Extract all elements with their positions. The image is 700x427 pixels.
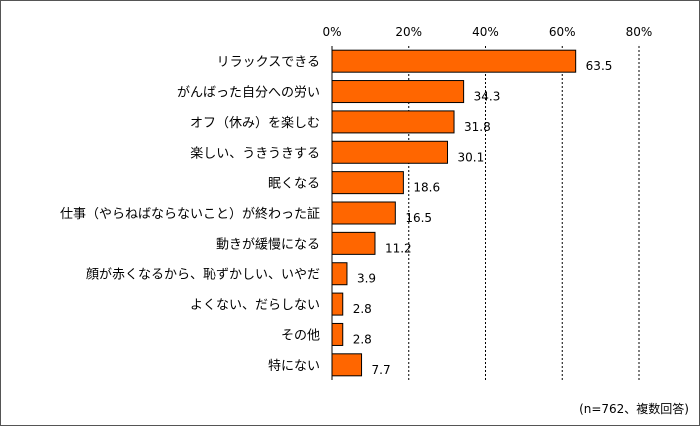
- category-label: がんばった自分への労い: [177, 86, 320, 101]
- category-label: リラックスできる: [217, 55, 320, 70]
- data-label: 2.8: [353, 302, 372, 316]
- category-label: 特にない: [268, 359, 320, 374]
- data-label: 16.5: [405, 211, 432, 225]
- category-label: オフ（休み）を楽しむ: [190, 115, 320, 131]
- data-label: 34.3: [474, 90, 501, 104]
- bar: [331, 353, 363, 377]
- sample-note: (n=762、複数回答): [579, 401, 689, 416]
- bar: [331, 292, 344, 316]
- category-label: 仕事（やらねばならないこと）が終わった証: [60, 206, 320, 222]
- category-label: 動きが緩慢になる: [216, 236, 320, 252]
- x-axis-ticks: 0% 20% 40% 60% 80%: [322, 25, 652, 39]
- x-tick-label: 20%: [395, 25, 422, 39]
- x-tick-label: 40%: [472, 25, 499, 39]
- x-tick-label: 80%: [626, 25, 653, 39]
- data-labels: 63.5 34.3 31.8 30.1 18.6 16.5 11.2 3.9 2.8 2.8 7.7: [353, 59, 613, 377]
- category-labels: リラックスできるがんばった自分への労いオフ（休み）を楽しむ楽しい、うきうきする眠…: [60, 55, 320, 374]
- data-label: 30.1: [458, 150, 485, 164]
- bar: [331, 49, 577, 73]
- category-label: よくない、だらしない: [190, 298, 320, 313]
- data-label: 2.8: [353, 332, 372, 346]
- data-label: 3.9: [357, 272, 376, 286]
- data-label: 7.7: [372, 363, 391, 377]
- bar: [331, 140, 449, 164]
- data-label: 18.6: [413, 181, 440, 195]
- data-label: 11.2: [385, 241, 412, 255]
- x-tick-label: 0%: [322, 25, 341, 39]
- category-label: 楽しい、うきうきする: [190, 145, 320, 161]
- bar: [331, 110, 455, 134]
- data-label: 31.8: [464, 120, 491, 134]
- data-label: 63.5: [586, 59, 613, 73]
- category-label: 顔が赤くなるから、恥ずかしい、いやだ: [86, 268, 320, 283]
- bars: [331, 49, 577, 377]
- bar: [331, 80, 465, 104]
- bar: [331, 231, 376, 255]
- category-label: その他: [281, 328, 320, 343]
- bar: [331, 171, 404, 195]
- category-label: 眠くなる: [268, 177, 320, 192]
- bar: [331, 201, 396, 225]
- bar: [331, 322, 344, 346]
- x-tick-label: 60%: [549, 25, 576, 39]
- bar: [331, 262, 348, 286]
